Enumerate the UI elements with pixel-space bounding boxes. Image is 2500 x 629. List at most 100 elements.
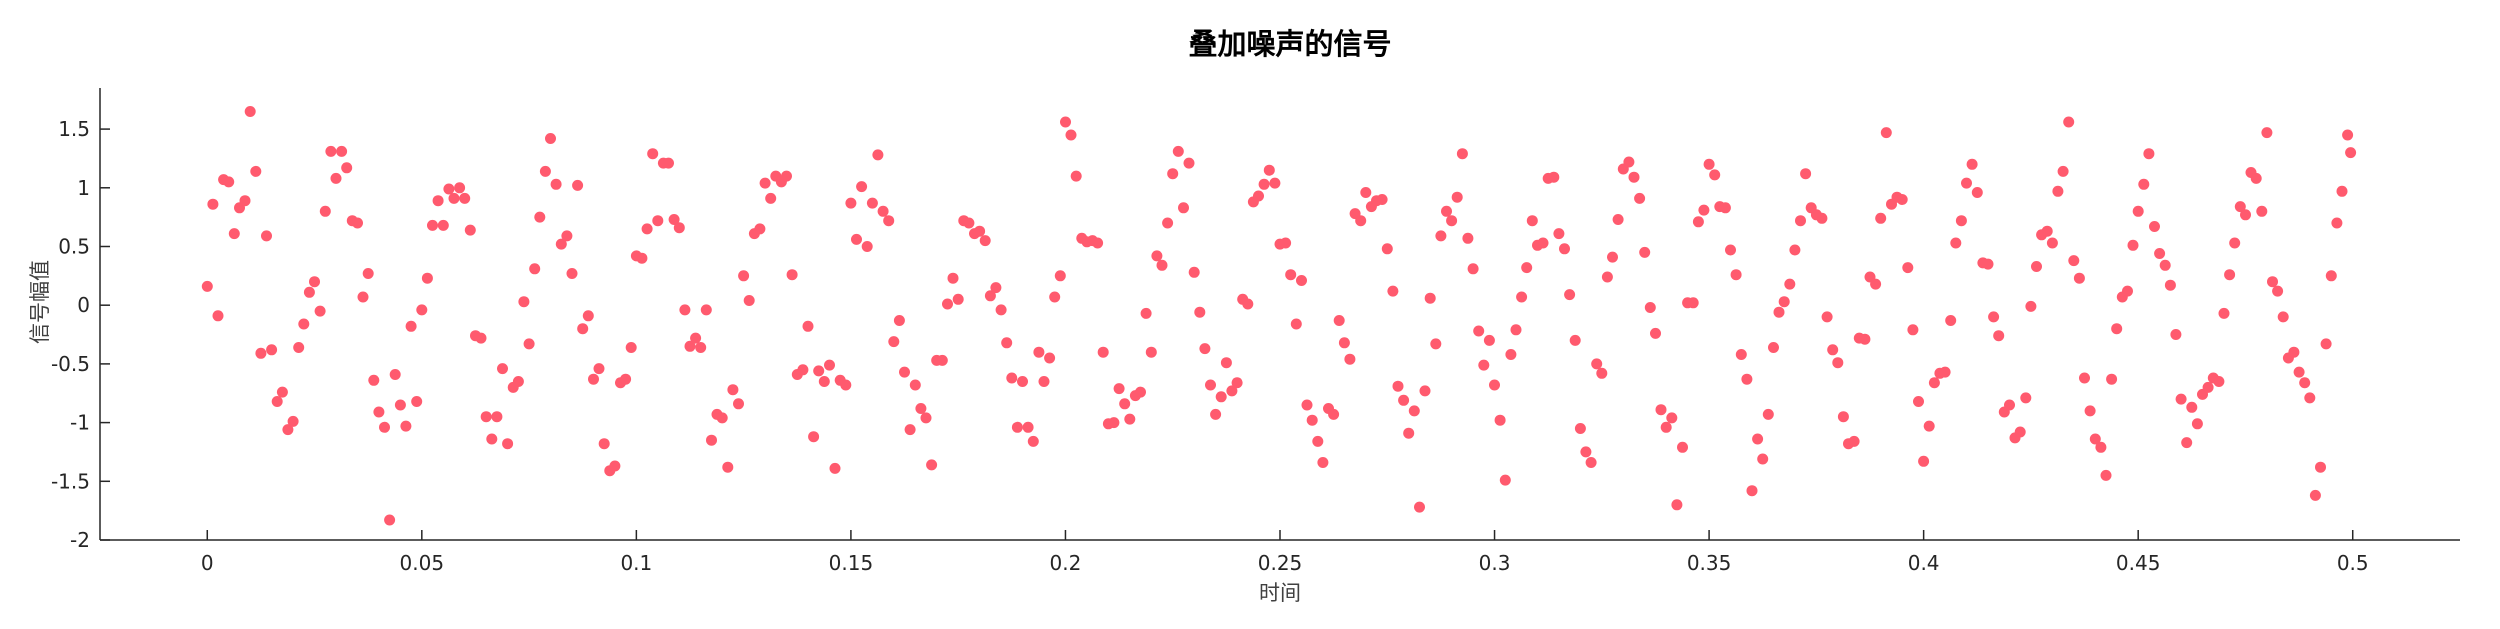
data-point xyxy=(1414,501,1425,513)
data-point xyxy=(1671,499,1683,511)
data-point xyxy=(1038,376,1050,387)
data-point xyxy=(448,192,460,204)
data-point xyxy=(625,342,637,353)
data-point xyxy=(1988,311,2000,323)
data-point xyxy=(1746,485,1758,497)
data-point xyxy=(2084,405,2096,417)
data-point xyxy=(201,280,213,292)
data-point xyxy=(979,235,991,247)
data-point xyxy=(1591,358,1603,370)
data-point xyxy=(2304,392,2316,404)
data-point xyxy=(1253,190,1264,202)
data-point xyxy=(464,224,476,236)
data-point xyxy=(1516,291,1528,303)
data-point xyxy=(303,286,315,298)
data-point xyxy=(1205,379,1216,391)
data-point xyxy=(1456,148,1468,160)
data-point xyxy=(1945,315,1957,326)
data-point xyxy=(518,296,530,308)
data-point xyxy=(1473,325,1485,337)
data-point xyxy=(1564,289,1576,301)
data-point xyxy=(244,106,256,117)
x-tick-label: 0 xyxy=(201,551,214,575)
data-point xyxy=(673,222,685,234)
data-point xyxy=(480,411,492,423)
data-point xyxy=(1719,202,1731,214)
data-point xyxy=(1430,338,1442,350)
data-point xyxy=(1961,177,1972,189)
data-point xyxy=(915,403,927,414)
data-point xyxy=(1880,127,1892,139)
y-axis-title: 信号幅值 xyxy=(28,260,52,344)
data-point xyxy=(1913,396,1924,407)
x-tick-label: 0.05 xyxy=(400,551,445,575)
data-point xyxy=(995,304,1007,316)
data-point xyxy=(1698,204,1710,216)
data-point xyxy=(2250,172,2262,184)
data-point xyxy=(577,323,589,335)
data-point xyxy=(1939,366,1951,378)
data-point xyxy=(362,268,374,279)
data-point xyxy=(1650,327,1661,339)
data-point xyxy=(2181,437,2193,449)
y-tick-label: 1.5 xyxy=(58,117,90,141)
data-point xyxy=(2100,469,2112,481)
data-point xyxy=(2170,329,2182,340)
data-point xyxy=(1907,324,1919,336)
data-point xyxy=(2073,272,2085,284)
data-point xyxy=(1580,446,1592,458)
data-point xyxy=(379,421,390,433)
data-point xyxy=(2213,376,2225,387)
data-point xyxy=(2186,401,2198,413)
data-point xyxy=(593,363,605,375)
data-point xyxy=(1655,404,1667,416)
data-point xyxy=(2336,185,2348,197)
data-point xyxy=(1870,278,1882,290)
data-point xyxy=(1559,243,1570,255)
data-point xyxy=(727,384,739,396)
data-point xyxy=(1660,421,1672,433)
data-point xyxy=(904,424,916,436)
data-point xyxy=(1752,433,1764,445)
data-point xyxy=(722,461,734,473)
data-point xyxy=(1451,191,1463,203)
data-point xyxy=(411,396,423,407)
data-point xyxy=(1226,385,1238,397)
data-point xyxy=(2345,147,2357,159)
data-point xyxy=(984,290,996,302)
data-point xyxy=(239,195,251,207)
data-point xyxy=(1344,353,1356,365)
data-point xyxy=(2031,261,2042,272)
x-tick-label: 0.25 xyxy=(1258,551,1303,575)
x-tick-label: 0.15 xyxy=(829,551,874,575)
data-point xyxy=(2240,209,2251,221)
data-point xyxy=(293,342,305,353)
data-point xyxy=(271,396,283,407)
data-point xyxy=(555,238,567,250)
data-point xyxy=(459,192,471,204)
y-tick-label: -1.5 xyxy=(51,469,90,493)
data-point xyxy=(1027,435,1039,447)
data-point xyxy=(1156,259,1168,271)
data-point xyxy=(2175,393,2187,405)
data-point xyxy=(325,145,337,157)
data-point xyxy=(2164,279,2176,291)
data-point xyxy=(2149,221,2160,232)
data-point xyxy=(1499,474,1511,486)
data-point xyxy=(2095,441,2107,453)
data-point xyxy=(1902,262,1914,274)
data-point xyxy=(1033,346,1045,358)
data-point xyxy=(1301,399,1313,411)
x-axis-title: 时间 xyxy=(1259,581,1301,605)
data-point xyxy=(1070,170,1082,182)
data-point xyxy=(1741,373,1753,385)
data-point xyxy=(400,420,412,432)
data-point xyxy=(1231,377,1243,389)
data-point xyxy=(1044,352,1056,364)
data-point xyxy=(2202,381,2214,393)
data-point xyxy=(818,376,830,387)
data-point xyxy=(743,295,755,306)
data-point xyxy=(1628,171,1640,183)
data-point xyxy=(1462,232,1474,244)
data-point xyxy=(582,310,594,322)
